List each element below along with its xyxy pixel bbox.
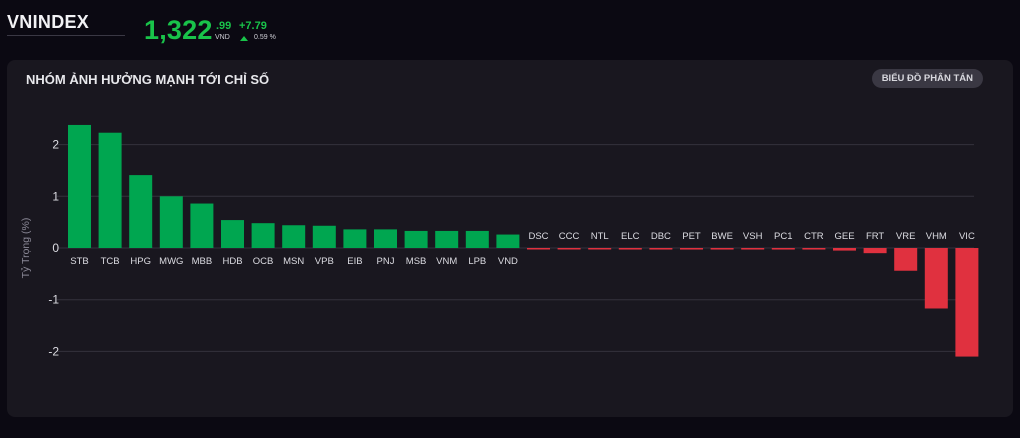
bar-dsc[interactable] [527,248,550,250]
x-label-msb: MSB [406,256,427,267]
bar-vnm[interactable] [435,231,458,248]
x-label-ntl: NTL [591,231,609,242]
y-tick-label: 2 [52,138,59,152]
x-label-stb: STB [70,256,88,267]
index-name[interactable]: VNINDEX [7,12,89,33]
x-label-hpg: HPG [130,256,151,267]
bar-msn[interactable] [282,225,305,248]
up-arrow-icon [240,36,248,41]
index-price: 1,322 [144,15,213,46]
x-label-vhm: VHM [926,231,947,242]
bar-msb[interactable] [405,231,428,248]
bar-ccc[interactable] [558,248,581,250]
x-label-dbc: DBC [651,231,671,242]
bar-mwg[interactable] [160,196,183,248]
x-label-dsc: DSC [528,231,548,242]
index-change: +7.79 [239,20,267,32]
index-unit: VND [215,34,230,41]
x-label-frt: FRT [866,231,884,242]
bar-pc1[interactable] [772,248,795,250]
index-header: VNINDEX 1,322 .99 VND +7.79 0.59 % [0,0,1020,58]
bar-pet[interactable] [680,248,703,250]
bar-eib[interactable] [343,229,366,248]
bar-vhm[interactable] [925,248,948,308]
bar-bwe[interactable] [711,248,734,250]
bar-dbc[interactable] [649,248,672,250]
bar-vnd[interactable] [496,235,519,248]
bar-vpb[interactable] [313,226,336,248]
bar-vic[interactable] [955,248,978,357]
x-label-tcb: TCB [101,256,120,267]
bar-frt[interactable] [864,248,887,253]
x-label-hdb: HDB [222,256,242,267]
y-axis-ticks: 2 1 0 -1 -2 [48,138,59,359]
bar-hpg[interactable] [129,175,152,248]
x-label-vnm: VNM [436,256,457,267]
index-change-percent: 0.59 % [254,34,276,41]
bar-vre[interactable] [894,248,917,271]
x-label-mbb: MBB [192,256,213,267]
x-label-vre: VRE [896,231,916,242]
y-tick-label: 0 [52,241,59,255]
x-label-pc1: PC1 [774,231,792,242]
x-label-lpb: LPB [468,256,486,267]
x-label-bwe: BWE [711,231,733,242]
bar-gee[interactable] [833,248,856,251]
influence-bar-chart: 2 1 0 -1 -2 Tỷ Trọng (%) STB TCB HPG MWG MBB HDB O… [7,60,1013,417]
bar-mbb[interactable] [190,204,213,248]
x-label-vnd: VND [498,256,518,267]
x-label-pet: PET [682,231,701,242]
x-label-ocb: OCB [253,256,274,267]
y-tick-label: -2 [48,344,59,358]
x-label-elc: ELC [621,231,640,242]
x-label-ctr: CTR [804,231,824,242]
x-label-vsh: VSH [743,231,763,242]
x-label-msn: MSN [283,256,304,267]
bar-vsh[interactable] [741,248,764,250]
x-label-eib: EIB [347,256,362,267]
x-label-mwg: MWG [159,256,183,267]
bar-stb[interactable] [68,125,91,248]
bar-lpb[interactable] [466,231,489,248]
bar-tcb[interactable] [99,133,122,248]
x-label-vpb: VPB [315,256,334,267]
bar-elc[interactable] [619,248,642,250]
bar-hdb[interactable] [221,220,244,248]
bar-ctr[interactable] [802,248,825,250]
bar-ocb[interactable] [252,223,275,248]
influence-panel: NHÓM ẢNH HƯỞNG MẠNH TỚI CHỈ SỐ BIỂU ĐỒ P… [7,60,1013,417]
x-label-ccc: CCC [559,231,580,242]
y-tick-label: 1 [52,189,59,203]
x-label-vic: VIC [959,231,975,242]
x-label-gee: GEE [834,231,854,242]
y-axis-label: Tỷ Trọng (%) [20,218,32,279]
bar-ntl[interactable] [588,248,611,250]
index-price-decimal: .99 [216,20,231,32]
index-name-underline [7,35,125,36]
y-tick-label: -1 [48,293,59,307]
bar-pnj[interactable] [374,229,397,248]
x-label-pnj: PNJ [377,256,395,267]
